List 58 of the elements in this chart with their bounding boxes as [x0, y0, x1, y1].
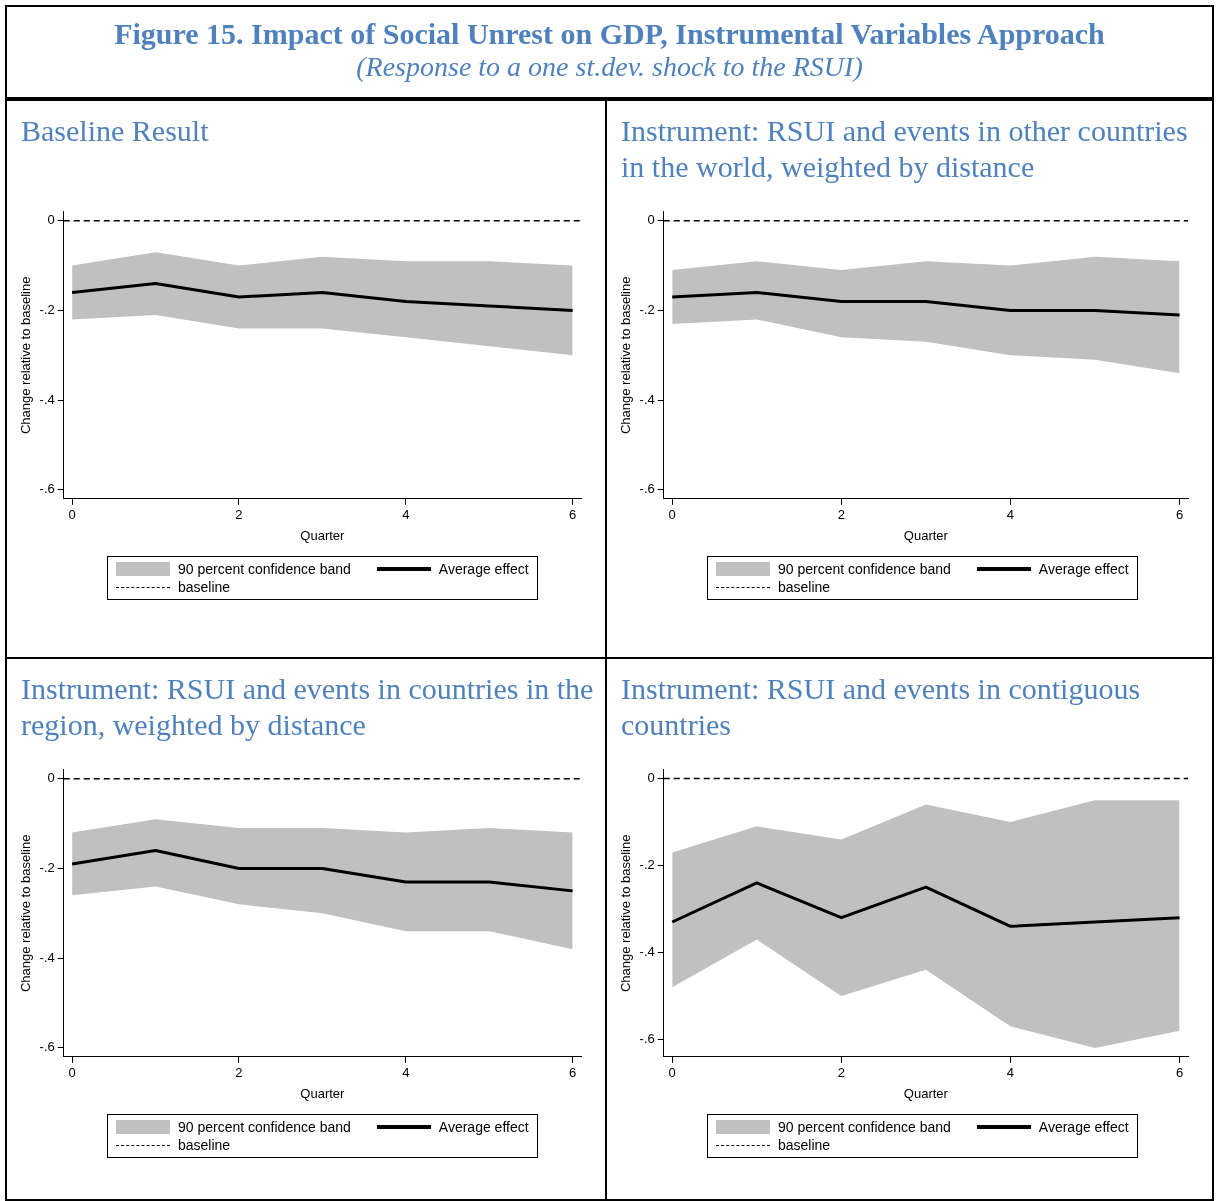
y-tick-label: -.4 — [39, 391, 55, 407]
x-tick-label: 0 — [68, 1065, 76, 1081]
text: 90 percent confidence band — [178, 561, 351, 577]
legend-label: baseline — [178, 579, 231, 595]
y-tick-label: -.6 — [39, 1039, 55, 1055]
legend-label: baseline — [778, 1137, 831, 1153]
legend-label: Average effect — [1038, 1119, 1129, 1135]
x-tick-label: 6 — [569, 507, 577, 523]
y-tick-label: -.4 — [639, 391, 655, 407]
chart-title: Instrument: RSUI and events in contiguous countries — [621, 671, 1142, 743]
text: 90 percent confidence band — [778, 1119, 951, 1135]
chart-title: Instrument: RSUI and events in countries in the region, weighted by distance — [21, 671, 595, 743]
x-tick-label: 0 — [68, 507, 76, 523]
chart-title: Instrument: RSUI and events in other countries in the world, weighted by distance — [621, 113, 1189, 185]
x-axis-title: Quarter — [903, 527, 949, 543]
y-tick-label: -.6 — [639, 481, 655, 497]
y-tick-label: 0 — [647, 770, 655, 786]
y-tick-label: -.6 — [39, 481, 55, 497]
x-tick-label: 0 — [668, 507, 676, 523]
x-tick-label: 2 — [235, 507, 243, 523]
x-tick-label: 4 — [402, 507, 410, 523]
x-tick-label: 4 — [1006, 507, 1015, 523]
x-tick-label: 2 — [235, 1065, 243, 1081]
chart-title: Baseline Result — [21, 113, 210, 149]
y-tick-label: -.2 — [639, 302, 655, 318]
y-axis-title: Change relative to baseline — [618, 834, 634, 993]
legend-label: Average effect — [1038, 561, 1129, 577]
y-tick-label: -.2 — [39, 860, 55, 876]
x-tick-label: 6 — [569, 1065, 577, 1081]
legend-label: Average effect — [438, 561, 529, 577]
text: (Response to a one st.dev. shock to the RSUI) — [355, 51, 864, 83]
caption: Figure 15. Impact of Social Unrest on GDP, Instrumental Variables Approach — [113, 17, 1106, 51]
legend-label: Average effect — [438, 1119, 529, 1135]
x-tick-label: 6 — [1175, 1065, 1184, 1081]
y-axis-title: Change relative to baseline — [18, 276, 34, 435]
y-tick-label: -.2 — [639, 857, 655, 873]
x-tick-label: 4 — [402, 1065, 410, 1081]
x-tick-label: 0 — [668, 1065, 676, 1081]
y-tick-label: 0 — [647, 212, 655, 228]
x-tick-label: 4 — [1006, 1065, 1015, 1081]
y-axis-title: Change relative to baseline — [18, 834, 34, 993]
x-tick-label: 2 — [837, 1065, 845, 1081]
legend-label: baseline — [778, 579, 831, 595]
x-tick-label: 6 — [1175, 507, 1184, 523]
y-tick-label: -.6 — [639, 1030, 655, 1046]
y-tick-label: 0 — [47, 770, 55, 786]
y-tick-label: 0 — [47, 212, 55, 228]
y-tick-label: -.4 — [639, 944, 655, 960]
legend-label: baseline — [178, 1137, 231, 1153]
text: 90 percent confidence band — [778, 561, 951, 577]
y-tick-label: -.4 — [39, 949, 55, 965]
y-axis-title: Change relative to baseline — [618, 276, 634, 435]
x-tick-label: 2 — [837, 507, 845, 523]
x-axis-title: Quarter — [300, 1085, 346, 1101]
x-axis-title: Quarter — [903, 1085, 949, 1101]
x-axis-title: Quarter — [300, 527, 346, 543]
text: 90 percent confidence band — [178, 1119, 351, 1135]
y-tick-label: -.2 — [39, 302, 55, 318]
